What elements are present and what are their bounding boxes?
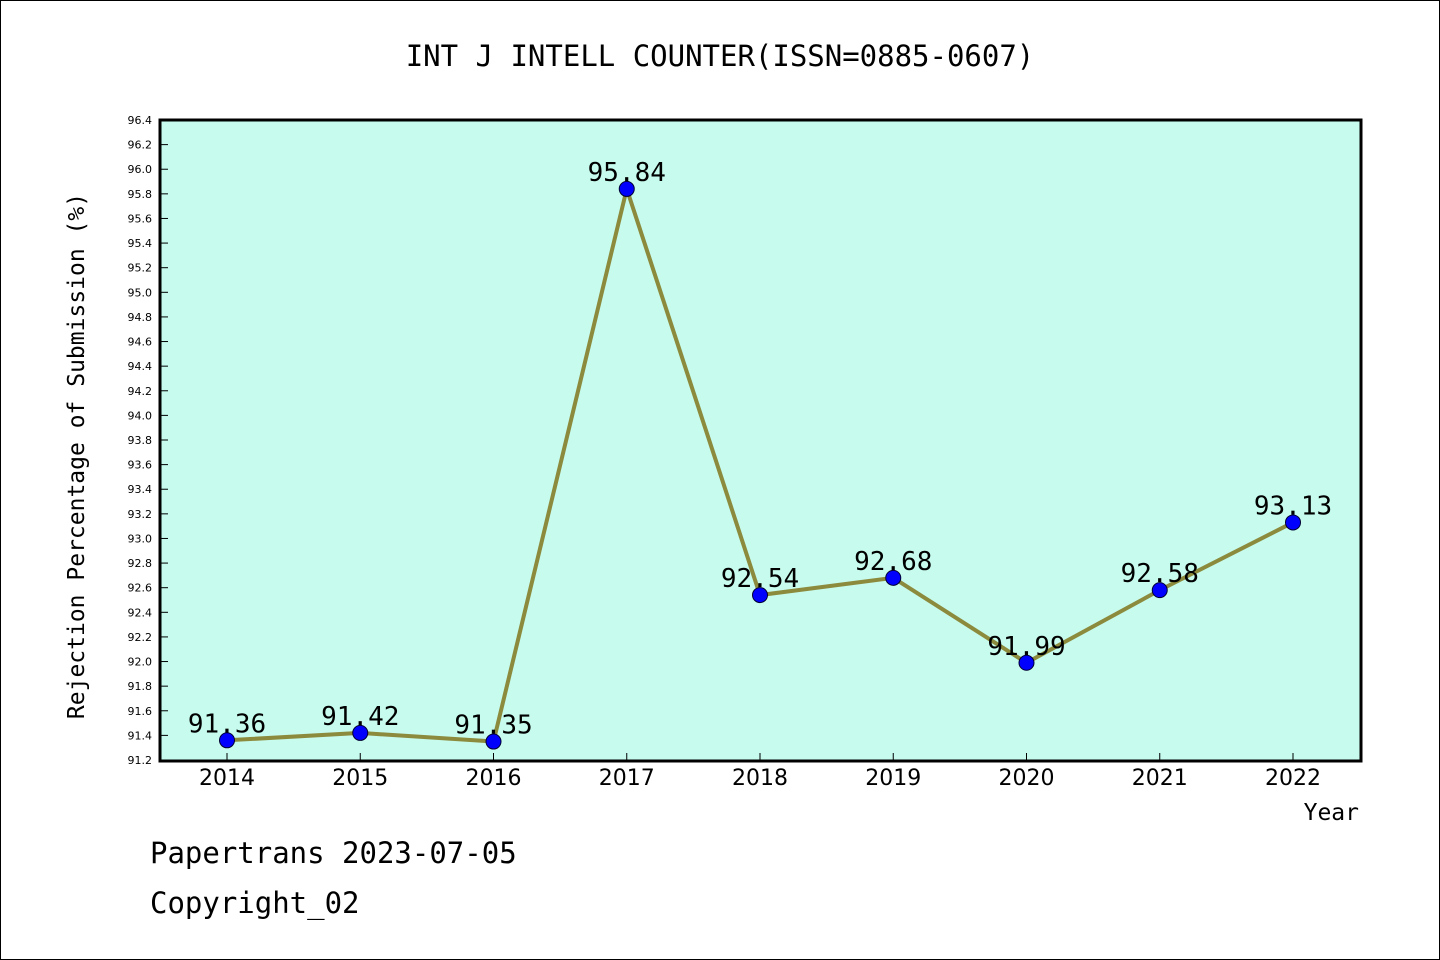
data-point-marker <box>885 569 902 586</box>
chart-title: INT J INTELL COUNTER(ISSN=0885-0607) <box>406 39 1035 73</box>
plot-area <box>158 118 1363 763</box>
data-point-marker <box>1018 654 1035 671</box>
x-tick-label: 2022 <box>1265 766 1321 791</box>
y-tick-label: 92.0 <box>128 656 153 669</box>
y-tick-label: 91.2 <box>128 754 153 767</box>
y-tick-label: 93.2 <box>128 508 153 521</box>
y-axis-label: Rejection Percentage of Submission (%) <box>64 193 90 719</box>
footer-copyright-text: Copyright_02 <box>150 886 360 920</box>
data-label: 91.42 <box>321 702 399 732</box>
y-tick-label: 92.4 <box>128 606 153 619</box>
data-point-marker <box>618 180 635 197</box>
y-tick-label: 95.4 <box>128 237 153 250</box>
y-tick-label: 92.8 <box>128 557 153 570</box>
y-tick-label: 95.0 <box>128 286 153 299</box>
x-axis-label: Year <box>1304 800 1359 826</box>
x-tick-label: 2019 <box>865 766 921 791</box>
y-tick-label: 94.8 <box>128 311 153 324</box>
data-label: 92.54 <box>721 564 799 594</box>
y-tick-label: 91.4 <box>128 729 153 742</box>
data-point-marker <box>1285 514 1301 531</box>
y-tick-label: 95.2 <box>128 262 153 275</box>
data-label: 91.35 <box>454 711 532 741</box>
x-tick-label: 2017 <box>599 766 655 791</box>
y-tick-label: 93.4 <box>128 483 153 496</box>
footer-date-text: Papertrans 2023-07-05 <box>150 836 517 870</box>
y-tick-label: 92.2 <box>128 631 153 644</box>
y-tick-label: 94.6 <box>128 336 153 349</box>
x-tick-label: 2021 <box>1132 766 1188 791</box>
y-tick-label: 94.2 <box>128 385 153 398</box>
data-label: 92.58 <box>1121 559 1199 589</box>
x-tick-label: 2016 <box>466 766 522 791</box>
y-tick-label: 92.6 <box>128 582 153 595</box>
x-tick-label: 2015 <box>332 766 388 791</box>
y-tick-label: 94.4 <box>128 360 153 373</box>
x-tick-label: 2018 <box>732 766 788 791</box>
data-point-marker <box>352 724 369 741</box>
data-point-marker <box>485 733 502 750</box>
y-tick-label: 96.2 <box>128 139 153 152</box>
data-point-marker <box>1151 582 1168 599</box>
y-tick-label: 95.8 <box>128 188 153 201</box>
data-label: 91.99 <box>987 632 1065 662</box>
y-tick-label: 96.0 <box>128 163 153 176</box>
y-tick-label: 96.4 <box>128 114 153 127</box>
x-tick-label: 2020 <box>999 766 1055 791</box>
data-label: 91.36 <box>188 709 266 739</box>
y-tick-label: 91.6 <box>128 705 153 718</box>
data-label: 93.13 <box>1254 491 1332 521</box>
data-label: 95.84 <box>588 158 666 188</box>
data-point-marker <box>219 732 235 749</box>
y-tick-label: 91.8 <box>128 680 153 693</box>
data-point-marker <box>752 587 768 604</box>
y-tick-label: 93.8 <box>128 434 153 447</box>
x-tick-label: 2014 <box>199 766 255 791</box>
y-tick-label: 93.6 <box>128 459 153 472</box>
y-tick-label: 93.0 <box>128 532 153 545</box>
y-tick-label: 95.6 <box>128 212 153 225</box>
data-label: 92.68 <box>854 547 932 577</box>
y-tick-label: 94.0 <box>128 409 153 422</box>
